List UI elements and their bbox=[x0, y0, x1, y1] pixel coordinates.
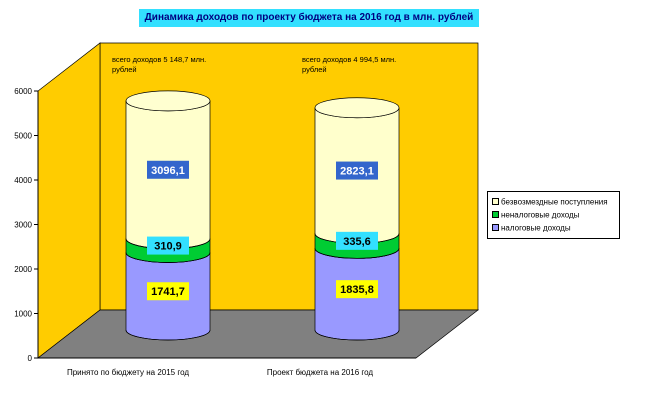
bar-seam bbox=[125, 252, 211, 263]
legend-swatch bbox=[492, 211, 499, 219]
legend-label: безвозмездные поступления bbox=[501, 197, 608, 207]
data-label: 2823,1 bbox=[340, 166, 374, 178]
x-tick-label: Проект бюджета на 2016 год bbox=[267, 368, 374, 377]
data-label-box bbox=[336, 161, 378, 180]
bar-group bbox=[125, 90, 211, 341]
data-label: 1835,8 bbox=[340, 284, 374, 296]
legend-item: неналоговые доходы bbox=[492, 209, 579, 220]
y-tick-label: 0 bbox=[28, 354, 33, 363]
y-tick-label: 3000 bbox=[14, 221, 32, 230]
y-tick-label: 1000 bbox=[14, 310, 32, 319]
chart-title: Динамика доходов по проекту бюджета на 2… bbox=[139, 9, 479, 27]
data-label-box bbox=[336, 280, 378, 299]
legend-label: налоговые доходы bbox=[501, 223, 571, 233]
data-label-box bbox=[147, 282, 189, 301]
bar-seam bbox=[125, 329, 211, 341]
legend-item: безвозмездные поступления bbox=[492, 196, 608, 207]
bar-seam bbox=[314, 248, 400, 259]
data-label-box bbox=[147, 236, 189, 255]
chart-floor bbox=[36, 309, 480, 359]
y-tick-label: 5000 bbox=[14, 132, 32, 141]
legend-item: налоговые доходы bbox=[492, 222, 571, 233]
data-label-box bbox=[147, 160, 189, 179]
bar-group bbox=[314, 97, 400, 341]
x-tick-label: Принято по бюджету на 2015 год bbox=[67, 368, 189, 377]
bar-top-cap bbox=[125, 90, 211, 112]
y-tick-label: 4000 bbox=[14, 176, 32, 185]
legend-swatch bbox=[492, 224, 499, 232]
total-annotation: всего доходов 5 148,7 млн. рублей bbox=[112, 55, 206, 74]
data-label: 3096,1 bbox=[151, 165, 185, 177]
data-label: 310,9 bbox=[154, 241, 182, 253]
data-label: 335,6 bbox=[343, 236, 371, 248]
chart-legend: безвозмездные поступления неналоговые дох… bbox=[487, 191, 620, 239]
data-label: 1741,7 bbox=[151, 286, 185, 298]
y-tick-label: 2000 bbox=[14, 265, 32, 274]
legend-label: неналоговые доходы bbox=[501, 210, 580, 220]
y-tick-label: 6000 bbox=[14, 87, 32, 96]
legend-swatch bbox=[492, 198, 499, 206]
side-wall bbox=[37, 42, 101, 359]
bar-seam bbox=[314, 329, 400, 341]
total-annotation: всего доходов 4 994,5 млн. рублей bbox=[302, 55, 396, 74]
data-label-box bbox=[336, 231, 378, 250]
bar-top-cap bbox=[314, 97, 400, 119]
